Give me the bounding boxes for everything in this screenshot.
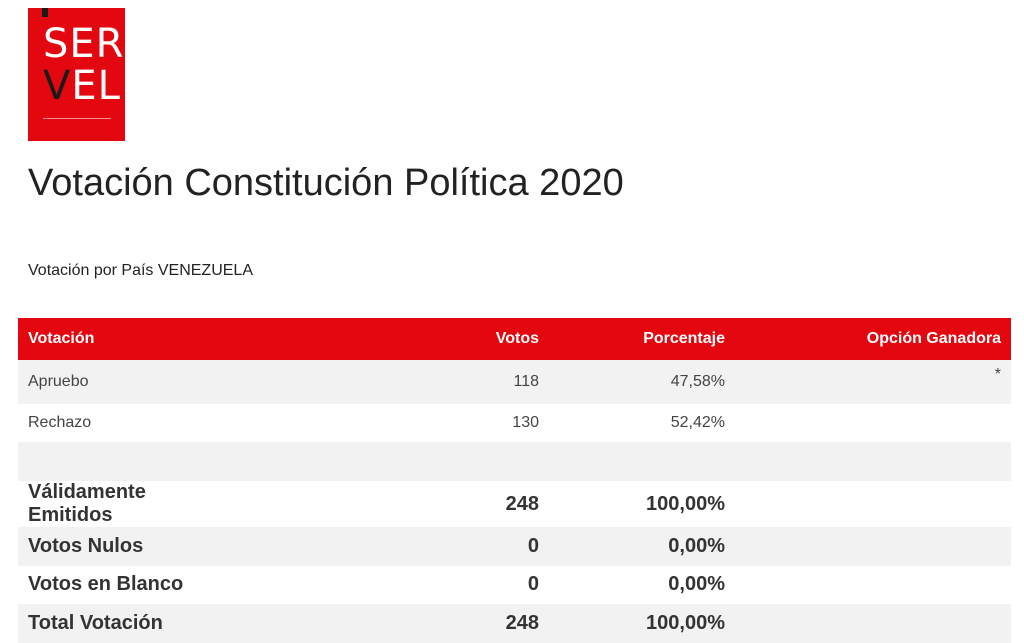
servel-logo: SER VEL [28,8,125,141]
summary-votos: 0 [218,527,549,566]
table-row: Total Votación 248 100,00% [18,604,1011,643]
summary-empty [735,527,1011,566]
logo-letters-el: EL [71,63,121,109]
summary-votos: 0 [527,573,539,596]
header-opcion-ganadora: Opción Ganadora [735,318,1011,360]
country-subtitle: Votación por País VENEZUELA [28,262,253,279]
table-row: Votos Nulos 0 0,00% [18,527,1011,566]
option-label: Apruebo [18,360,218,404]
winner-marker: * [735,360,1011,404]
header-votos: Votos [218,318,549,360]
winner-marker [735,404,1011,442]
option-votos: 130 [512,414,539,431]
option-porcentaje: 47,58% [549,360,735,404]
summary-label: Votos Nulos [18,527,218,566]
option-porcentaje: 52,42% [670,414,725,431]
spacer-row [18,442,1011,481]
summary-empty [735,481,1011,527]
summary-votos: 248 [505,492,539,515]
logo-line-1: SER [43,21,125,67]
table-row: Válidamente Emitidos 248 100,00% [18,481,1011,527]
option-votos: 118 [218,360,549,404]
summary-porcentaje: 0,00% [549,527,735,566]
spacer-cell [18,442,1011,481]
summary-empty [735,604,1011,643]
table-row: Votos en Blanco 0 0,00% [18,566,1011,605]
summary-porcentaje: 0,00% [668,573,725,596]
table-row: Rechazo 130 52,42% [18,404,1011,442]
logo-rule [43,118,111,119]
summary-votos: 248 [218,604,549,643]
results-table: Votación Votos Porcentaje Opción Ganador… [18,318,1011,643]
header-porcentaje: Porcentaje [549,318,735,360]
header-votacion: Votación [18,318,218,360]
table-row: Apruebo 118 47,58% * [18,360,1011,404]
logo-wordmark: SER VEL [43,23,124,107]
summary-empty [735,566,1011,605]
option-label: Rechazo [28,414,92,431]
logo-line-2: VEL [43,65,124,107]
table-header-row: Votación Votos Porcentaje Opción Ganador… [18,318,1011,360]
logo-notch [42,8,48,17]
summary-porcentaje: 100,00% [646,492,725,515]
summary-label: Votos en Blanco [28,573,184,596]
logo-letter-v: V [43,63,72,109]
summary-porcentaje: 100,00% [549,604,735,643]
page-title: Votación Constitución Política 2020 [28,162,624,204]
summary-label: Total Votación [18,604,218,643]
summary-label: Válidamente Emitidos [28,481,146,526]
